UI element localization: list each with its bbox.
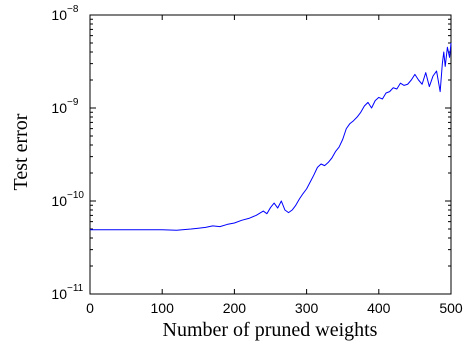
y-axis-label: Test error — [10, 113, 32, 190]
y-tick-label-base: 10 — [51, 193, 67, 209]
y-tick-label-base: 10 — [51, 100, 67, 116]
x-tick-label: 400 — [367, 300, 391, 316]
x-tick-label: 500 — [439, 300, 463, 316]
y-tick-label-base: 10 — [51, 286, 67, 302]
y-tick-label-exponent: −11 — [67, 283, 84, 294]
series-line — [90, 42, 452, 231]
y-tick-label-exponent: −10 — [67, 190, 84, 201]
y-tick-label-exponent: −9 — [67, 97, 79, 108]
plot-box — [89, 14, 452, 295]
y-tick-label-base: 10 — [51, 7, 67, 23]
y-tick-label-exponent: −8 — [67, 4, 79, 15]
x-axis-label: Number of pruned weights — [163, 319, 378, 341]
x-tick-label: 200 — [223, 300, 247, 316]
x-tick-label: 100 — [151, 300, 175, 316]
plot-frame — [89, 14, 452, 295]
series-layer — [90, 42, 452, 231]
x-axis-ticks: 0 100 200 300 400 500 — [86, 15, 463, 316]
x-tick-label: 300 — [295, 300, 319, 316]
x-tick-label: 0 — [86, 300, 94, 316]
